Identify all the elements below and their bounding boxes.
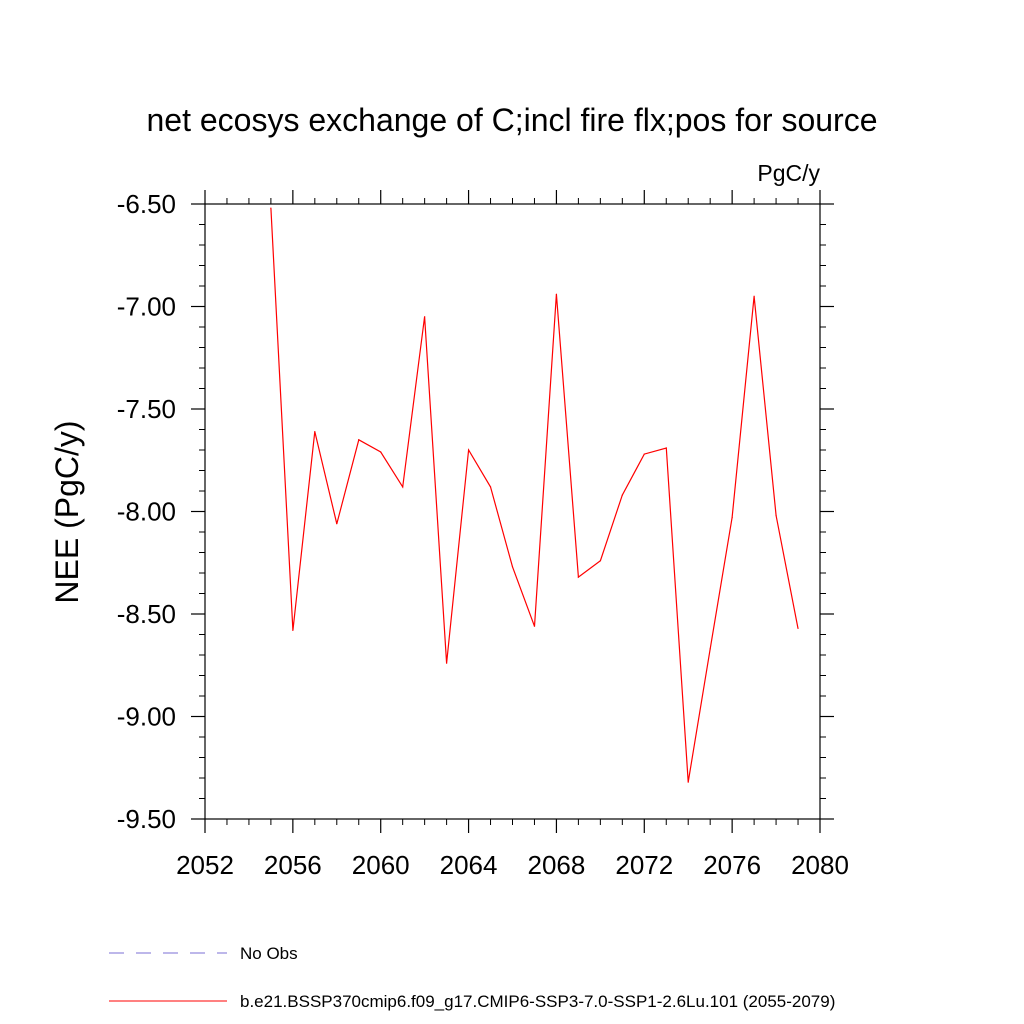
data-point [555,293,558,295]
y-tick-label: -8.50 [117,599,176,629]
y-axis-label: NEE (PgC/y) [49,420,85,603]
chart-title: net ecosys exchange of C;incl fire flx;p… [146,102,877,138]
data-point [775,515,777,517]
data-point [358,439,360,441]
x-tick-label: 2052 [176,850,234,880]
data-point [314,430,316,433]
data-point [402,486,404,488]
x-tick-label: 2076 [703,850,761,880]
data-point [336,523,338,525]
y-tick-label: -7.50 [117,394,176,424]
data-point [533,625,536,627]
y-tick-label: -8.00 [117,497,176,527]
y-tick-label: -7.00 [117,292,176,322]
data-point [709,648,711,650]
data-point [446,662,448,664]
data-point [665,447,667,449]
y-tick-label: -9.00 [117,702,176,732]
data-point [489,486,492,488]
data-point [753,295,755,297]
x-tick-label: 2064 [440,850,498,880]
units-label: PgC/y [757,160,820,186]
data-point [599,560,601,562]
x-tick-label: 2056 [264,850,322,880]
series-line [270,208,799,783]
y-tick-label: -9.50 [117,804,176,834]
legend: No Obs b.e21.BSSP370cmip6.f09_g17.CMIP6-S… [109,944,835,1011]
data-point [687,781,689,783]
x-tick-label: 2060 [352,850,410,880]
data-point [643,453,645,455]
data-point [731,517,733,519]
axis-ticks [191,190,834,833]
y-tick-label: -6.50 [117,189,176,219]
data-point [621,494,623,496]
data-point [270,207,272,209]
data-point [292,629,294,632]
series-lines [270,207,799,783]
tick-labels: 2052 2056 2060 2064 2068 2072 2076 2080 -6.50 -7.… [117,189,849,880]
data-point [511,566,514,568]
legend-label: No Obs [240,944,298,963]
legend-label: b.e21.BSSP370cmip6.f09_g17.CMIP6-SSP3-7.… [240,992,835,1011]
data-point [577,576,579,578]
data-point [797,627,799,629]
data-point [380,451,382,453]
x-tick-label: 2068 [528,850,586,880]
x-tick-label: 2080 [791,850,849,880]
data-point [424,316,426,318]
x-tick-label: 2072 [615,850,673,880]
data-point [467,449,470,451]
plot-frame [204,203,821,820]
